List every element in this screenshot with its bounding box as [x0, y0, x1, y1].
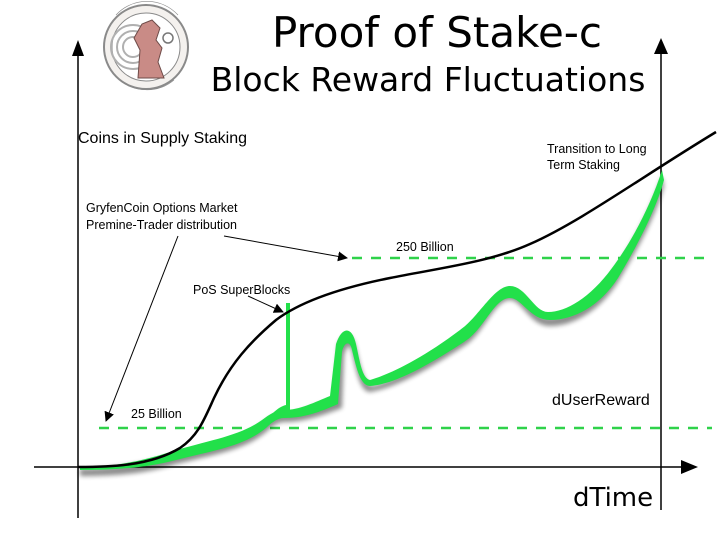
superblock-spike	[272, 303, 290, 420]
secondary-axis-label: dUserReward	[552, 392, 650, 409]
x-axis-label: dTime	[573, 483, 653, 513]
transition-label-2: Term Staking	[547, 158, 620, 172]
transition-label-1: Transition to Long	[547, 142, 647, 156]
reward-band	[80, 170, 664, 470]
superblocks-arrow	[247, 295, 284, 313]
options-market-label-1: GryfenCoin Options Market	[86, 201, 238, 215]
x-axis-arrowhead	[681, 460, 698, 474]
right-axis-arrowhead	[654, 38, 668, 54]
options-arrow-low	[104, 235, 179, 422]
logo-seal	[103, 1, 189, 91]
title-line-1: Proof of Stake-c	[272, 8, 602, 57]
title-line-2: Block Reward Fluctuations	[211, 60, 646, 99]
level-high-label: 250 Billion	[396, 240, 454, 254]
supply-curve	[77, 130, 717, 469]
superblocks-label: PoS SuperBlocks	[193, 283, 290, 297]
level-low-label: 25 Billion	[131, 407, 182, 421]
y-axis-label: Coins in Supply Staking	[78, 130, 247, 147]
options-arrow-high	[223, 235, 348, 262]
y-axis-arrowhead	[72, 40, 84, 56]
axes	[34, 38, 698, 518]
options-market-label-2: Premine-Trader distribution	[86, 218, 237, 232]
